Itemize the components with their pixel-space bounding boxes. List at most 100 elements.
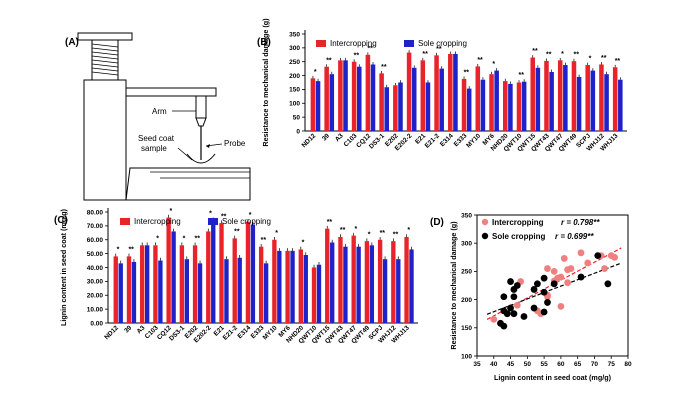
scatter-point-sole-cropping bbox=[530, 286, 538, 293]
bar-intercropping bbox=[475, 66, 481, 131]
bar-intercropping bbox=[192, 245, 198, 323]
x-category-label: 39 bbox=[321, 132, 331, 142]
scatter-point-intercropping bbox=[601, 265, 608, 272]
significance-mark: ** bbox=[464, 69, 470, 76]
y-tick-label: 200 bbox=[461, 297, 472, 304]
bar-sole-cropping bbox=[184, 259, 189, 323]
bar-intercropping bbox=[516, 82, 522, 131]
bar-intercropping bbox=[232, 238, 237, 323]
bar-intercropping bbox=[364, 241, 370, 323]
legend-r-value-intercropping: r = 0.798** bbox=[561, 218, 600, 227]
scatter-point-intercropping bbox=[544, 265, 551, 272]
bar-sole-cropping bbox=[494, 70, 499, 131]
bar-sole-cropping bbox=[343, 246, 348, 323]
x-category-label: E21-2 bbox=[424, 132, 441, 149]
significance-mark: ** bbox=[326, 57, 332, 64]
bar-intercropping bbox=[113, 256, 118, 323]
bar-sole-cropping bbox=[356, 246, 361, 323]
bar-intercropping bbox=[126, 256, 132, 323]
bar-intercropping bbox=[166, 217, 171, 323]
panel-label: (D) bbox=[430, 217, 444, 228]
panel-d-chart: (D) 35 40 45 50 55 60 65 70 75 80 100 150 200 250 300 35… bbox=[430, 212, 632, 382]
bar-intercropping bbox=[571, 61, 577, 131]
significance-mark: ** bbox=[519, 72, 525, 79]
bar-intercropping bbox=[324, 66, 329, 131]
significance-mark: ** bbox=[477, 57, 483, 64]
bar-intercropping bbox=[393, 85, 398, 131]
x-category-label: A3 bbox=[334, 132, 345, 143]
bar-intercropping bbox=[557, 60, 563, 132]
arm-label: Arm bbox=[152, 107, 167, 116]
legend-r-value-sole-cropping: r = 0.699** bbox=[555, 232, 594, 241]
press-cap bbox=[77, 32, 133, 41]
significance-mark: * bbox=[561, 51, 564, 58]
significance-mark: ** bbox=[380, 230, 386, 237]
y-tick-label: 50.00 bbox=[87, 251, 104, 258]
significance-mark: ** bbox=[393, 231, 399, 238]
y-tick-label: 10.00 bbox=[87, 306, 104, 313]
bar-intercropping bbox=[311, 267, 317, 323]
scatter-point-intercropping bbox=[577, 249, 585, 257]
bar-sole-cropping bbox=[237, 257, 242, 323]
bar-sole-cropping bbox=[211, 220, 216, 323]
y-tick-label: 0.00 bbox=[90, 320, 103, 327]
bar-intercropping bbox=[461, 78, 467, 131]
x-tick-label: 60 bbox=[557, 361, 565, 368]
scatter-point-sole-cropping bbox=[507, 278, 514, 285]
x-category-label: A3 bbox=[136, 324, 147, 335]
bar-intercropping bbox=[379, 73, 384, 131]
x-category-label: ND12 bbox=[103, 324, 120, 341]
y-tick-label: 100 bbox=[289, 101, 300, 108]
x-category-label: MY10 bbox=[262, 324, 279, 341]
x-tick-label: 70 bbox=[591, 361, 599, 368]
bar-intercropping bbox=[153, 245, 158, 323]
bar-sole-cropping bbox=[316, 264, 322, 323]
scatter-point-sole-cropping bbox=[500, 293, 508, 301]
significance-mark: * bbox=[156, 236, 159, 243]
scatter-point-sole-cropping bbox=[540, 288, 548, 296]
bar-sole-cropping bbox=[425, 82, 431, 131]
bar-sole-cropping bbox=[439, 68, 444, 131]
bar-intercropping bbox=[420, 60, 426, 132]
y-tick-label: 350 bbox=[461, 212, 472, 219]
y-tick-label: 250 bbox=[461, 269, 472, 276]
y-tick-label: 100 bbox=[461, 353, 472, 360]
significance-mark: * bbox=[314, 69, 317, 76]
x-category-label: 39 bbox=[123, 324, 133, 334]
scatter-point-sole-cropping bbox=[520, 313, 528, 320]
significance-mark: ** bbox=[128, 247, 134, 254]
bar-intercropping bbox=[351, 235, 356, 323]
bar-intercropping bbox=[365, 54, 371, 131]
bar-sole-cropping bbox=[590, 70, 596, 131]
significance-mark: * bbox=[492, 61, 495, 68]
y-tick-label: 40.00 bbox=[87, 265, 104, 272]
scatter-point-sole-cropping bbox=[540, 308, 548, 316]
bar-intercropping bbox=[434, 55, 439, 132]
bar-sole-cropping bbox=[118, 263, 123, 323]
bar-sole-cropping bbox=[466, 88, 472, 131]
bar-sole-cropping bbox=[604, 74, 609, 131]
significance-mark: ** bbox=[615, 58, 621, 65]
significance-mark: ** bbox=[367, 45, 373, 52]
y-tick-label: 200 bbox=[289, 73, 300, 80]
x-tick-label: 65 bbox=[574, 361, 582, 368]
scatter-point-sole-cropping bbox=[577, 273, 585, 281]
bar-sole-cropping bbox=[398, 82, 403, 131]
bar-intercropping bbox=[406, 52, 412, 131]
x-category-label: E314 bbox=[237, 324, 253, 340]
bar-sole-cropping bbox=[250, 224, 256, 323]
bar-sole-cropping bbox=[384, 87, 390, 131]
bar-sole-cropping bbox=[171, 231, 176, 323]
legend-marker-sole-cropping bbox=[481, 232, 489, 240]
legend-label-sole-cropping: Sole cropping bbox=[418, 39, 467, 48]
significance-mark: ** bbox=[221, 213, 227, 220]
legend-label-intercropping: Intercropping bbox=[330, 39, 377, 48]
significance-mark: * bbox=[589, 56, 592, 63]
legend-label-sole-cropping: Sole cropping bbox=[492, 232, 545, 241]
bar-intercropping bbox=[219, 223, 224, 323]
bar-sole-cropping bbox=[144, 245, 150, 323]
bar-sole-cropping bbox=[224, 259, 229, 323]
x-category-label: E21-2 bbox=[222, 324, 239, 341]
